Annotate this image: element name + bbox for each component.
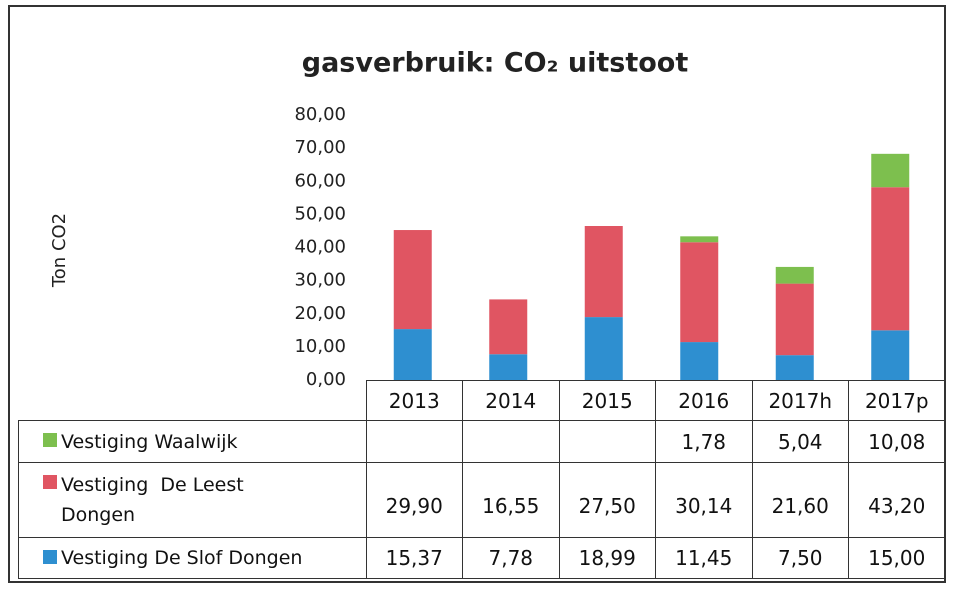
value-cell: 7,50 — [751, 537, 849, 579]
series-row: Vestiging De Leest Dongen 29,90 16,55 27,50… — [18, 462, 946, 538]
legend-swatch — [43, 433, 57, 447]
legend-label: Vestiging De Leest Dongen — [61, 474, 250, 526]
chart-title: gasverbruik: CO₂ uitstoot — [302, 48, 689, 79]
bar-segment — [393, 230, 432, 330]
value-cell: 11,45 — [655, 537, 753, 579]
legend-label: Vestiging Waalwijk — [61, 430, 238, 453]
category-cell: 2017p — [848, 380, 946, 421]
legend-label: Vestiging De Slof Dongen — [61, 547, 303, 569]
bar-segment — [584, 226, 623, 318]
header-row: 2013 2014 2015 2016 2017h 2017p — [19, 380, 946, 421]
value-cell: 7,78 — [462, 537, 560, 579]
value-cell: 29,90 — [365, 462, 463, 538]
bar-segment — [871, 330, 910, 380]
value-cell — [558, 420, 656, 463]
value-cell: 27,50 — [558, 462, 656, 538]
legend-swatch — [43, 550, 57, 564]
series-row: Vestiging Waalwijk 1,78 5,04 10,08 — [18, 420, 946, 463]
bar-segment — [775, 266, 814, 284]
bar-segment — [680, 242, 719, 343]
category-cell: 2015 — [558, 380, 656, 421]
bar-segment — [489, 299, 528, 355]
value-cell: 5,04 — [751, 420, 849, 463]
y-tick-label: 20,00 — [294, 303, 346, 324]
bar-segment — [489, 354, 528, 380]
corner-cell — [19, 381, 367, 421]
value-cell: 1,78 — [655, 420, 753, 463]
y-axis-label: Ton CO2 — [49, 213, 70, 288]
data-table: 2013 2014 2015 2016 2017h 2017p Vestiging Waal… — [18, 380, 946, 579]
y-tick-label: 40,00 — [294, 237, 346, 258]
y-tick-label: 50,00 — [294, 203, 346, 224]
value-cell: 30,14 — [655, 462, 753, 538]
bar-segment — [393, 329, 432, 380]
value-cell: 10,08 — [848, 420, 946, 463]
bar-segment — [775, 283, 814, 356]
y-tick-label: 10,00 — [294, 336, 346, 357]
legend-cell: Vestiging De Slof Dongen — [18, 537, 367, 579]
y-tick-label: 70,00 — [294, 137, 346, 158]
value-cell: 15,00 — [848, 537, 946, 579]
value-cell: 43,20 — [848, 462, 946, 538]
chart-frame — [8, 5, 946, 583]
category-cell: 2014 — [462, 380, 560, 421]
y-tick-label: 30,00 — [294, 270, 346, 291]
value-cell: 15,37 — [365, 537, 463, 579]
value-cell — [365, 420, 463, 463]
category-cell: 2016 — [655, 380, 753, 421]
value-cell: 21,60 — [751, 462, 849, 538]
bar-segment — [680, 342, 719, 380]
category-cell: 2013 — [365, 380, 463, 421]
legend-cell: Vestiging Waalwijk — [18, 420, 367, 463]
y-tick-label: 60,00 — [294, 170, 346, 191]
y-tick-label: 0,00 — [306, 369, 346, 390]
series-row: Vestiging De Slof Dongen 15,37 7,78 18,99 11… — [18, 537, 946, 579]
bar-segment — [680, 236, 719, 243]
category-cell: 2017h — [751, 380, 849, 421]
value-cell — [462, 420, 560, 463]
legend-cell: Vestiging De Leest Dongen — [18, 462, 367, 538]
value-cell: 18,99 — [558, 537, 656, 579]
bar-segment — [584, 317, 623, 380]
value-cell: 16,55 — [462, 462, 560, 538]
y-tick-label: 80,00 — [294, 104, 346, 125]
bar-segment — [871, 187, 910, 331]
bar-segment — [871, 153, 910, 188]
bar-segment — [775, 355, 814, 380]
legend-swatch — [43, 475, 57, 489]
